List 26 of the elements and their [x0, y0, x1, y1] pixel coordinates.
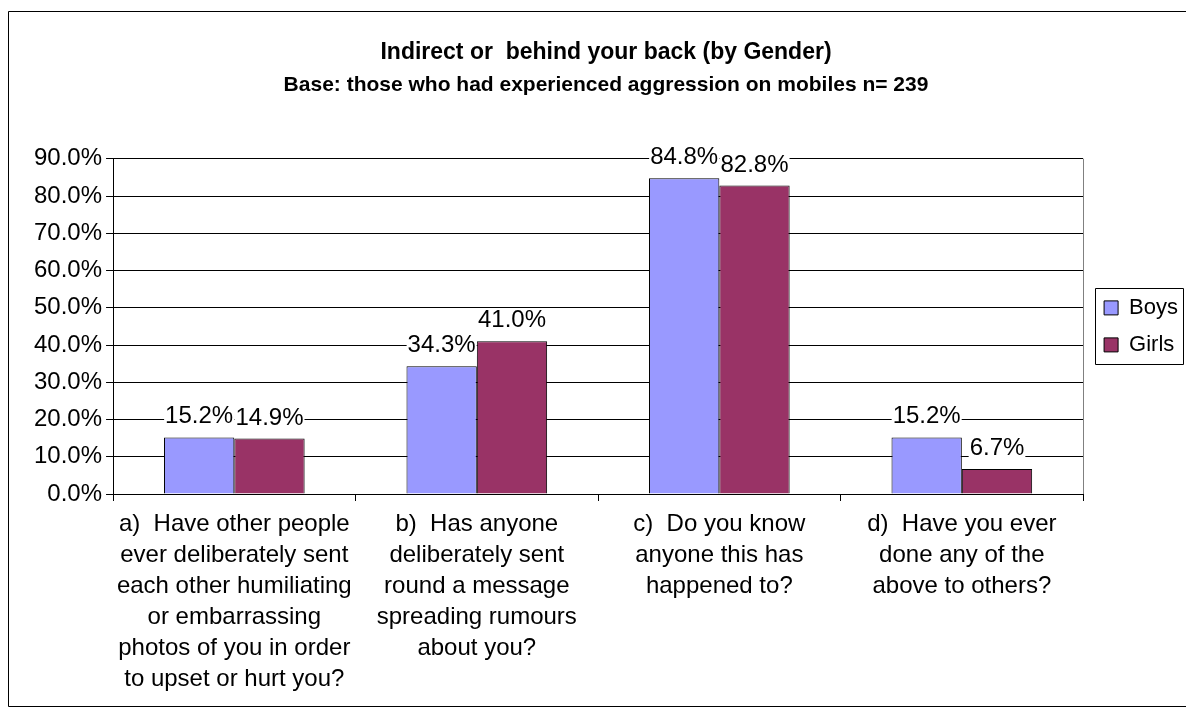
x-tick-label: a) Have other people ever deliberately sent each other humiliating or embarrassing photos of you in order to upset or hurt you? — [116, 509, 352, 692]
x-tick-label: c) Do you know anyone this has happened to? — [633, 509, 807, 599]
x-tick-label: b) Has anyone deliberately sent round a message spreading rumours about you? — [376, 509, 577, 661]
data-label: 34.3% — [407, 330, 476, 358]
y-tick-label: 30.0% — [33, 366, 103, 394]
data-label: 15.2% — [892, 401, 961, 429]
y-tick-label: 20.0% — [33, 404, 103, 432]
data-label: 84.8% — [650, 142, 719, 170]
y-tick-label: 90.0% — [33, 143, 103, 171]
chart-subtitle: Base: those who had experienced aggression on mobiles n= 239 — [283, 72, 929, 95]
y-tick-label: 0.0% — [47, 478, 103, 506]
y-tick-label: 50.0% — [33, 292, 103, 320]
y-tick-label: 70.0% — [33, 217, 103, 245]
data-label: 14.9% — [235, 402, 304, 430]
x-tick-label: d) Have you ever done any of the above to others? — [867, 509, 1057, 599]
y-tick-label: 60.0% — [33, 255, 103, 283]
chart-title: Indirect or behind your back (by Gender) — [380, 38, 832, 65]
y-tick-label: 10.0% — [33, 441, 103, 469]
legend-label: Boys — [1129, 293, 1179, 319]
data-label: 41.0% — [477, 305, 547, 333]
data-label: 15.2% — [165, 401, 234, 429]
data-label: 82.8% — [720, 149, 789, 177]
y-tick-label: 40.0% — [33, 329, 103, 357]
data-label: 6.7% — [969, 433, 1025, 461]
legend-label: Girls — [1129, 330, 1175, 356]
y-tick-label: 80.0% — [33, 180, 103, 208]
